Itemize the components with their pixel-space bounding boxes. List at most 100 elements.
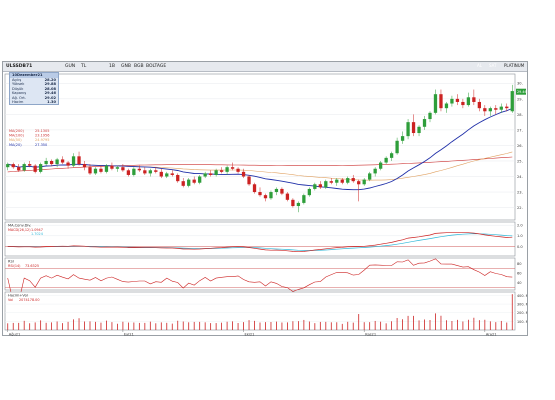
info-row-close: Kapanış 29.46 xyxy=(12,91,56,96)
ticker-label[interactable]: ULSSDB71 xyxy=(6,64,33,69)
price-tick-label: 30. xyxy=(517,82,523,86)
candle-body xyxy=(49,160,54,165)
candle-body xyxy=(461,101,465,106)
candle-body xyxy=(225,167,229,172)
candle-body xyxy=(466,97,471,106)
info-row-wavg: Ağ. Ort. 29.02 xyxy=(12,95,56,100)
candle-body xyxy=(39,164,43,172)
candle-body xyxy=(154,170,158,172)
candle-body xyxy=(44,160,48,165)
time-tick-label: Eki21 xyxy=(245,333,255,337)
sell-button[interactable]: SAT xyxy=(489,63,497,68)
price-tick-label: 22. xyxy=(517,206,523,210)
candle-body xyxy=(373,168,377,174)
rsi-tick-label: 80 xyxy=(517,262,522,266)
candle-body xyxy=(181,181,185,186)
volume-tick-label: 200. M xyxy=(517,311,527,315)
candle-body xyxy=(400,136,405,141)
last-price-label: 29.46 xyxy=(517,90,527,94)
time-tick-label: Ara21 xyxy=(486,333,497,337)
candle-body xyxy=(357,181,361,185)
rsi-legend-value: 73.6325 xyxy=(25,264,39,268)
candle-body xyxy=(187,179,191,186)
candle-body xyxy=(307,188,311,196)
toolbar-field-4[interactable]: BOLTAGE xyxy=(146,64,167,69)
candle-body xyxy=(132,168,136,175)
candle-body xyxy=(329,181,333,183)
candle-body xyxy=(389,153,394,158)
candle-body xyxy=(17,167,21,171)
toolbar-field-period[interactable]: GUN xyxy=(65,64,76,69)
candle-body xyxy=(126,170,131,175)
candle-body xyxy=(477,101,481,109)
candle-body xyxy=(488,108,492,112)
ma-legend-value: 25.1305 xyxy=(35,129,49,133)
candle-body xyxy=(11,164,15,168)
candle-body xyxy=(269,192,273,199)
candle-body xyxy=(88,167,92,174)
price-tick-label: 28. xyxy=(517,113,523,117)
candle-body xyxy=(428,112,432,120)
candle-body xyxy=(203,173,207,177)
rsi-tick-label: 40 xyxy=(517,281,522,285)
volume-tick-label: 100. M xyxy=(517,320,527,324)
candle-body xyxy=(252,184,257,193)
candle-body xyxy=(214,170,218,175)
candle-body xyxy=(209,173,213,175)
candle-body xyxy=(55,159,59,165)
candle-body xyxy=(368,173,372,180)
candle-body xyxy=(313,184,317,189)
candle-body xyxy=(351,178,355,182)
candle-body xyxy=(318,184,322,188)
candle-body xyxy=(379,162,383,169)
toolbar-field-2[interactable]: GNB xyxy=(121,64,131,69)
candle-body xyxy=(433,94,438,113)
toolbar-field-currency[interactable]: TL xyxy=(81,64,87,69)
candle-body xyxy=(28,164,32,166)
candle-body xyxy=(22,164,26,171)
candle-body xyxy=(444,103,449,109)
candle-body xyxy=(236,168,240,172)
volume-legend: Vol xyxy=(8,298,13,302)
ma-legend-label: MA(50) xyxy=(9,138,22,142)
candle-body xyxy=(77,156,81,165)
toolbar-field-3[interactable]: BGB xyxy=(134,64,144,69)
macd-tick-label: 2.0 xyxy=(517,224,523,228)
candle-body xyxy=(296,202,301,207)
candle-body xyxy=(137,168,141,171)
chart-canvas: 22. 23. 24. 25. 26. 27. 28. 29. 30. 29.46 MA(200) 2… xyxy=(4,73,527,337)
candle-body xyxy=(346,178,350,183)
candle-body xyxy=(33,165,37,172)
candle-body xyxy=(280,188,284,194)
candle-body xyxy=(121,167,125,171)
candle-body xyxy=(110,165,114,169)
candle-body xyxy=(340,179,344,183)
chart-window: ULSSDB71 GUN TL 1B GNB BGB BOLTAGE AL SA… xyxy=(2,61,528,337)
rsi-line xyxy=(7,258,513,303)
macd-panel-frame xyxy=(4,221,516,257)
ohlc-info-box: 10Dezember21 Açılış 28.20 Yüksek 29.88 Düş… xyxy=(9,72,59,106)
toolbar-field-1[interactable]: 1B xyxy=(109,64,115,69)
macd-legend-value: 1.0947 xyxy=(31,228,43,232)
candle-body xyxy=(263,195,268,199)
candle-body xyxy=(274,188,279,193)
candle-body xyxy=(176,174,180,182)
buy-button[interactable]: AL xyxy=(477,63,482,68)
time-tick-label: Kas21 xyxy=(365,333,376,337)
price-tick-label: 27. xyxy=(517,128,523,132)
candle-body xyxy=(483,108,487,112)
candle-body xyxy=(302,195,306,203)
ma-legend-value: 24.9795 xyxy=(35,138,49,142)
candle-body xyxy=(143,170,147,174)
rsi-tick-label: 60 xyxy=(517,272,522,276)
rsi-legend: RSI(14) xyxy=(8,264,21,268)
candle-body xyxy=(335,179,339,183)
macd-tick-label: 1.0 xyxy=(517,234,523,238)
candle-body xyxy=(417,126,421,134)
candle-body xyxy=(291,199,295,207)
rsi-panel-frame xyxy=(4,257,516,291)
chart-toolbar: ULSSDB71 GUN TL 1B GNB BGB BOLTAGE AL SA… xyxy=(3,62,527,72)
candle-body xyxy=(258,192,262,196)
candle-body xyxy=(71,156,76,166)
